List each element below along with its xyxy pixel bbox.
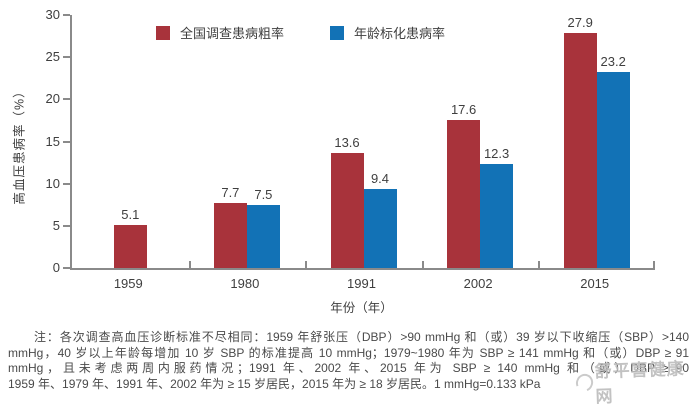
x-tick-mark [538,261,541,268]
bar-standardized-1980 [246,204,280,268]
footnote-line-1: 注：各次调查高血压诊断标准不尽相同：1959 年舒张压（DBP）>90 mmHg… [34,330,689,344]
y-tick-label: 25 [45,49,60,65]
y-tick-label: 15 [45,133,60,149]
y-tick-label: 30 [45,7,60,22]
legend-swatch-crude-rate [156,25,170,40]
bar-crude-1959 [113,225,147,268]
bar-standardized-2015 [596,72,630,268]
y-tick-label: 20 [45,91,60,107]
y-tick-mark [63,98,70,101]
y-tick-mark [63,140,70,143]
x-tick-mark [421,261,424,268]
bar-standardized-1991 [363,188,397,268]
bar-value-label: 13.6 [334,135,360,151]
bar-value-label: 23.2 [600,54,626,70]
bar-value-label: 7.5 [254,186,273,202]
x-tick-label: 2002 [463,276,493,291]
bar-crude-2015 [563,32,597,268]
y-tick-label: 10 [45,175,60,191]
footnote: 注：各次调查高血压诊断标准不尽相同：1959 年舒张压（DBP）>90 mmHg… [8,330,689,392]
x-tick-mark [188,261,191,268]
footnote-line-2: mmHg，40 岁以上年龄每增加 10 岁 SBP 的标准提高 10 mmHg；… [8,345,689,360]
y-tick-mark [63,56,70,59]
plot-area: 5.1 7.7 7.5 13.6 9.4 17.6 12.3 27.9 23.2 [70,15,655,270]
x-tick-mark [305,261,308,268]
x-tick-label: 1991 [347,276,376,291]
legend-label-standardized-rate: 年龄标化患病率 [354,26,446,41]
footnote-line-3: mmHg，且未考虑两周内服药情况；1991 年、2002 年、2015 年为 S… [8,361,689,376]
x-axis-title: 年份（年） [330,301,393,315]
x-tick-mark [653,261,655,268]
bar-value-label: 17.6 [450,101,477,117]
bar-crude-1991 [330,153,364,268]
x-tick-label: 1959 [113,276,143,291]
legend-swatch-standardized-rate [330,25,345,40]
y-axis-title: 高血压患病率（%） [12,84,27,205]
chart-legend: 全国调查患病粗率 年龄标化患病率 [156,23,445,42]
bar-value-label: 27.9 [567,14,593,30]
x-tick-label: 1980 [230,276,260,291]
y-tick-mark [63,224,70,227]
x-tick-label: 2015 [580,276,610,291]
bar-value-label: 5.1 [121,207,140,222]
bar-crude-2002 [447,119,481,268]
bar-standardized-2002 [480,164,514,268]
bar-value-label: 9.4 [370,170,390,186]
y-tick-label: 0 [52,260,60,275]
bar-value-label: 12.3 [483,146,510,162]
y-tick-label: 5 [52,217,60,233]
y-tick-mark [63,267,70,269]
bar-value-label: 7.7 [221,185,240,201]
y-tick-mark [63,182,70,185]
footnote-line-4: 1959 年、1979 年、1991 年、2002 年为 ≥ 15 岁居民，20… [8,376,541,391]
y-tick-mark [63,14,70,16]
legend-label-crude-rate: 全国调查患病粗率 [180,26,285,41]
bar-crude-1980 [213,203,247,268]
